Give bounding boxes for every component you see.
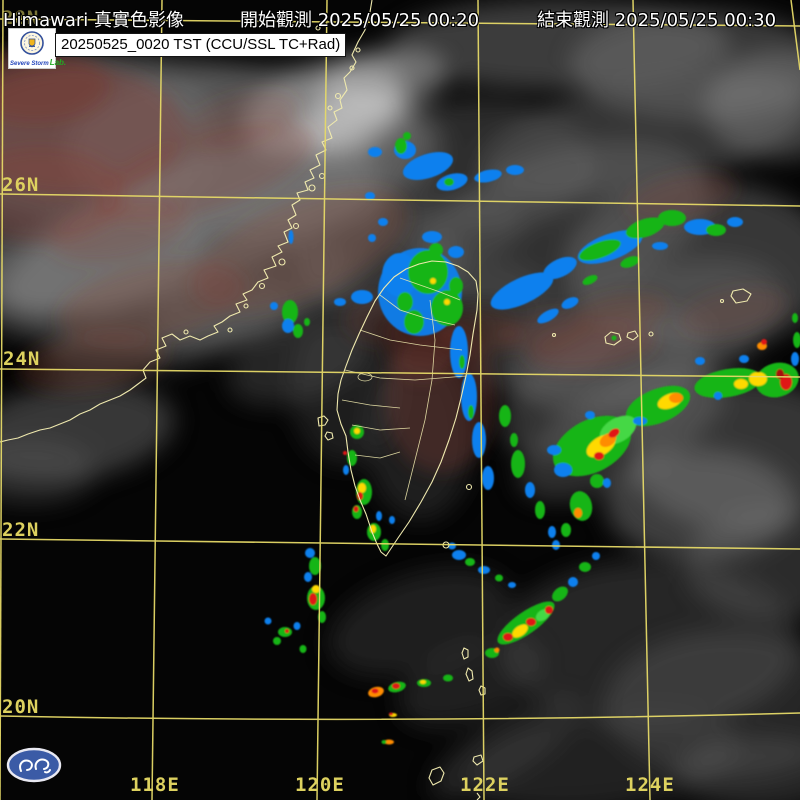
observation-info-box: 20250525_0020 TST (CCU/SSL TC+Rad) — [55, 33, 347, 57]
lab-name: Severe Storm — [10, 61, 49, 67]
lon-label-118e: 118E — [130, 774, 180, 796]
gridline-116e — [0, 0, 4, 800]
gridline-124e — [632, 0, 651, 800]
lon-label-120e: 120E — [295, 774, 345, 796]
miyako-island — [730, 288, 752, 304]
storm-lab-logo-icon — [6, 747, 62, 783]
gridline-122e — [477, 0, 485, 800]
china-coastline — [0, 0, 373, 443]
lat-label-22n: 22N — [2, 519, 40, 541]
gridline-22n — [0, 538, 800, 550]
radar-echo-layer — [264, 132, 800, 745]
gridline-20n — [0, 712, 800, 721]
university-seal-icon — [20, 31, 44, 55]
gridline-120e — [316, 0, 328, 800]
lon-label-124e: 124E — [625, 774, 675, 796]
gridline-26n — [0, 193, 800, 207]
green-island — [465, 483, 473, 491]
lab-logo: Severe StormLab. — [8, 28, 66, 69]
lat-label-20n: 20N — [2, 696, 40, 718]
gridline-24n — [0, 368, 800, 378]
lat-label-28n: 28N — [2, 7, 40, 29]
lat-label-24n: 24N — [3, 348, 41, 370]
gridline-126e — [790, 0, 800, 71]
gridline-118e — [151, 0, 163, 800]
penghu-islands — [317, 415, 334, 441]
yaeyama-islands — [604, 330, 639, 346]
taiwan-county-borders — [341, 277, 467, 501]
lab-suffix: Lab. — [49, 58, 67, 67]
gridline-28n — [0, 18, 800, 27]
lon-label-122e: 122E — [460, 774, 510, 796]
taiwan-coastline — [336, 260, 479, 557]
lat-label-26n: 26N — [2, 174, 40, 196]
lab-logo-text: Severe StormLab. — [10, 59, 66, 68]
